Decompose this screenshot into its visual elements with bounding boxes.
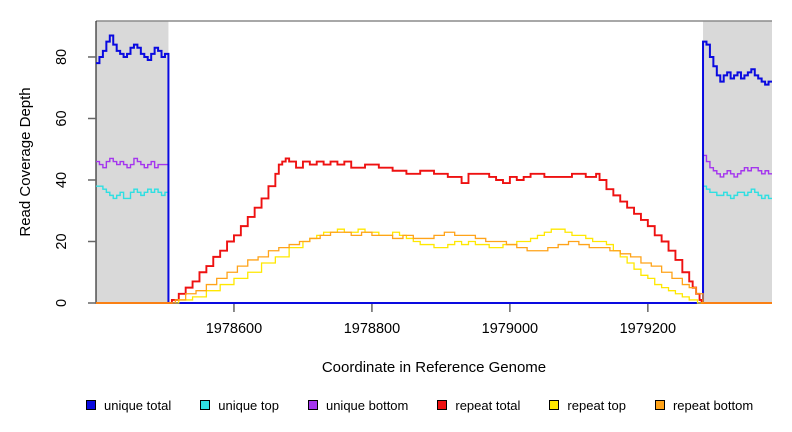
- legend-swatch-repeat-bottom: [654, 400, 665, 410]
- legend-item-repeat-total: repeat total: [437, 398, 520, 413]
- legend: unique total unique top unique bottom repea…: [86, 396, 753, 414]
- legend-swatch-unique-top: [200, 400, 211, 410]
- masked-region-right-flank: [703, 21, 772, 303]
- series-line-unique-total: [96, 34, 772, 304]
- legend-item-unique-total: unique total: [86, 398, 171, 413]
- x-tick-label: 1978600: [206, 321, 262, 337]
- y-tick-label: 60: [54, 110, 70, 126]
- legend-label-repeat-top: repeat top: [567, 397, 626, 413]
- series-line-repeat-bottom: [96, 231, 772, 304]
- series-line-repeat-total: [96, 157, 772, 304]
- legend-label-unique-total: unique total: [104, 397, 172, 413]
- legend-swatch-unique-bottom: [307, 400, 318, 410]
- legend-label-unique-bottom: unique bottom: [325, 397, 409, 413]
- legend-label-repeat-bottom: repeat bottom: [672, 397, 754, 413]
- masked-regions: [96, 21, 772, 303]
- legend-item-unique-top: unique top: [200, 398, 279, 413]
- legend-swatch-repeat-top: [549, 400, 560, 410]
- y-axis-title: Read Coverage Depth: [17, 87, 34, 236]
- legend-swatch-unique-total: [86, 400, 96, 410]
- legend-item-unique-bottom: unique bottom: [307, 397, 409, 413]
- y-tick-label: 40: [54, 172, 70, 188]
- legend-label-unique-top: unique top: [218, 397, 279, 413]
- legend-item-repeat-bottom: repeat bottom: [654, 397, 754, 413]
- x-tick-label: 1978800: [344, 321, 400, 337]
- legend-item-repeat-top: repeat top: [549, 398, 626, 413]
- plot-axes: 1978600 1978800 1979000 1979200 0 20 40 60 80: [54, 20, 772, 337]
- x-tick-label: 1979000: [482, 321, 538, 337]
- legend-swatch-repeat-total: [437, 400, 448, 410]
- y-tick-label: 80: [54, 49, 70, 65]
- x-axis-title: Coordinate in Reference Genome: [322, 359, 546, 376]
- series-line-repeat-top: [96, 228, 772, 304]
- plot-series: [96, 34, 772, 304]
- x-tick-label: 1979200: [620, 321, 676, 337]
- legend-label-repeat-total: repeat total: [455, 397, 521, 413]
- y-tick-label: 20: [54, 233, 70, 249]
- y-tick-label: 0: [54, 299, 70, 307]
